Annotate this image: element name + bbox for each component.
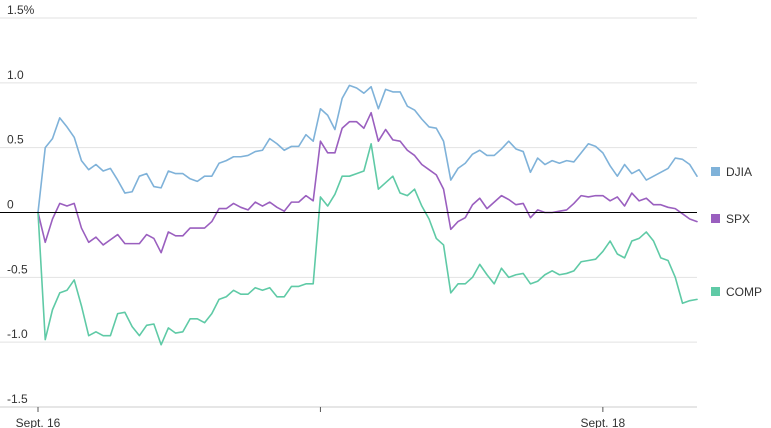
y-axis-tick-labels: 1.5% 1.0 0.5 0 -0.5 -1.0 -1.5 <box>7 3 35 406</box>
legend-label-spx: SPX <box>726 212 750 226</box>
legend-label-comp: COMP <box>726 285 762 299</box>
legend: DJIA SPX COMP <box>711 165 762 299</box>
y-tick-label: 0.5 <box>7 133 24 147</box>
y-tick-label: 1.5% <box>7 3 35 17</box>
y-tick-label: 0 <box>7 198 14 212</box>
y-tick-label: -0.5 <box>7 262 28 276</box>
y-tick-label: -1.0 <box>7 327 28 341</box>
legend-swatch-djia <box>711 167 720 176</box>
legend-label-djia: DJIA <box>726 165 752 179</box>
series-line-djia <box>37 84 698 214</box>
series-line-comp <box>37 142 698 346</box>
y-tick-label: -1.5 <box>7 392 28 406</box>
legend-swatch-spx <box>711 214 720 223</box>
x-tick-label: Sept. 18 <box>581 416 626 428</box>
x-axis: Sept. 16 Sept. 18 <box>0 406 697 428</box>
series-line-spx <box>37 111 698 254</box>
x-tick-label: Sept. 16 <box>16 416 61 428</box>
legend-swatch-comp <box>711 287 720 296</box>
y-tick-label: 1.0 <box>7 68 24 82</box>
series-lines <box>37 84 698 346</box>
